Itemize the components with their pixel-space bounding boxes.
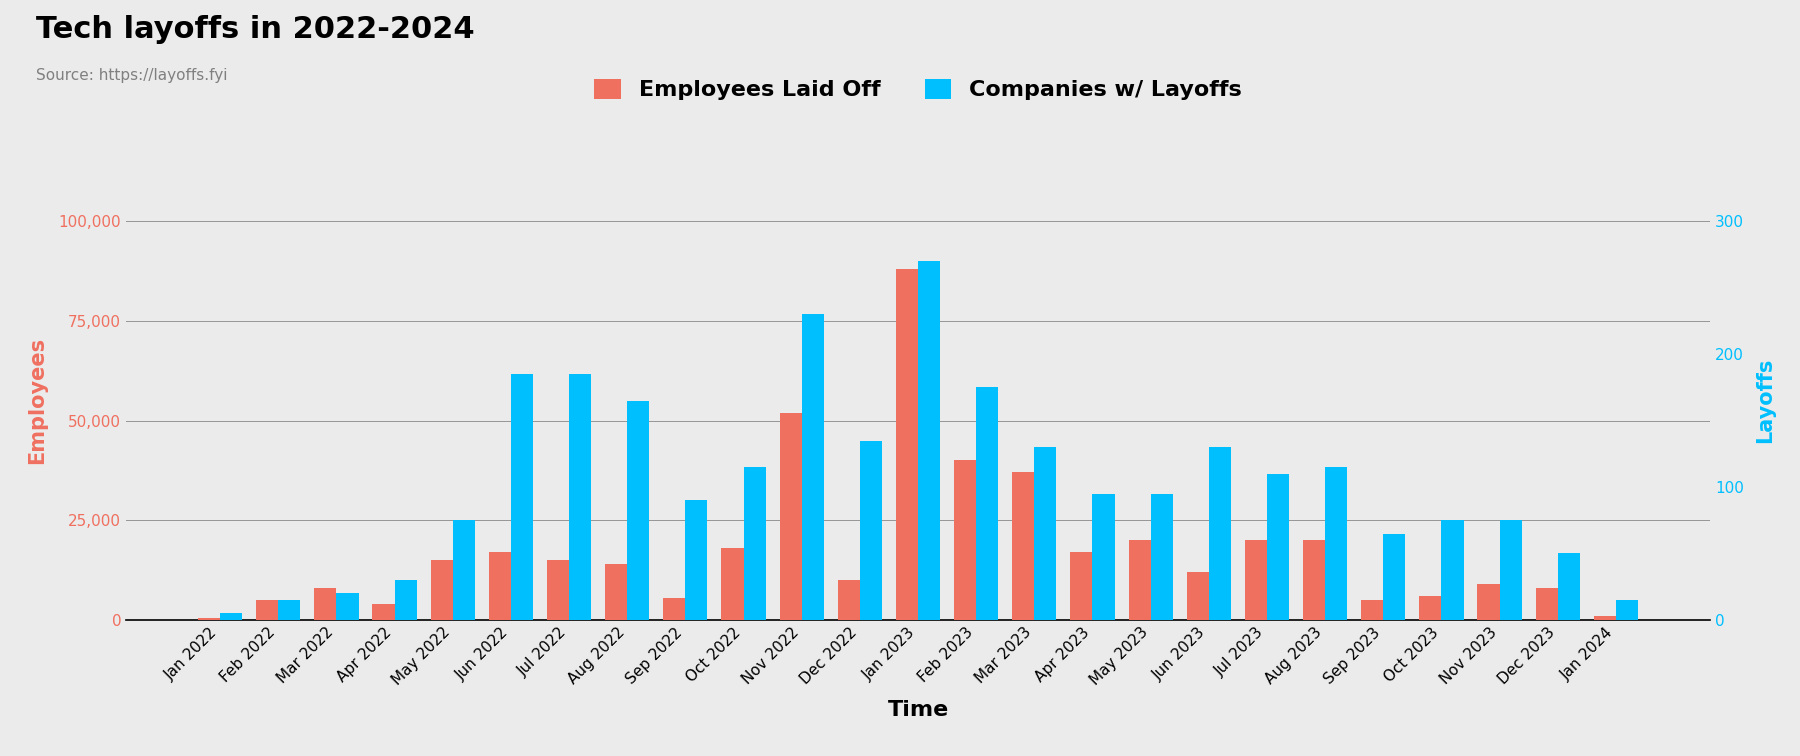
Bar — [860, 441, 882, 620]
Bar — [490, 552, 511, 620]
Bar — [547, 560, 569, 620]
Bar — [743, 467, 765, 620]
Bar — [1210, 448, 1231, 620]
Bar — [1442, 520, 1463, 620]
Bar — [220, 613, 243, 620]
Bar — [1557, 553, 1580, 620]
X-axis label: Time: Time — [887, 699, 949, 720]
Bar — [801, 314, 824, 620]
Bar — [1303, 541, 1325, 620]
Bar — [1186, 572, 1210, 620]
Bar — [976, 387, 999, 620]
Bar — [722, 548, 743, 620]
Bar — [315, 588, 337, 620]
Bar — [1382, 534, 1406, 620]
Bar — [954, 460, 976, 620]
Bar — [1071, 552, 1093, 620]
Bar — [896, 269, 918, 620]
Legend: Employees Laid Off, Companies w/ Layoffs: Employees Laid Off, Companies w/ Layoffs — [585, 70, 1251, 109]
Bar — [662, 598, 686, 620]
Bar — [1499, 520, 1521, 620]
Bar — [1246, 541, 1267, 620]
Bar — [430, 560, 454, 620]
Bar — [373, 604, 394, 620]
Bar — [1150, 494, 1174, 620]
Bar — [1325, 467, 1346, 620]
Bar — [1093, 494, 1114, 620]
Bar — [1420, 596, 1442, 620]
Bar — [605, 564, 626, 620]
Bar — [337, 593, 358, 620]
Bar — [198, 618, 220, 620]
Bar — [1535, 588, 1557, 620]
Bar — [569, 374, 590, 620]
Bar — [1478, 584, 1499, 620]
Bar — [1361, 600, 1382, 620]
Bar — [837, 580, 860, 620]
Bar — [394, 580, 416, 620]
Y-axis label: Layoffs: Layoffs — [1755, 358, 1775, 443]
Bar — [279, 600, 301, 620]
Bar — [256, 600, 279, 620]
Bar — [918, 261, 940, 620]
Bar — [1593, 616, 1616, 620]
Bar — [1012, 472, 1035, 620]
Y-axis label: Employees: Employees — [27, 337, 47, 464]
Bar — [454, 520, 475, 620]
Bar — [686, 500, 707, 620]
Bar — [1129, 541, 1150, 620]
Bar — [511, 374, 533, 620]
Bar — [779, 413, 801, 620]
Text: Source: https://layoffs.fyi: Source: https://layoffs.fyi — [36, 68, 227, 83]
Bar — [1616, 600, 1638, 620]
Bar — [1035, 448, 1057, 620]
Text: Tech layoffs in 2022-2024: Tech layoffs in 2022-2024 — [36, 15, 475, 44]
Bar — [1267, 474, 1289, 620]
Bar — [626, 401, 650, 620]
